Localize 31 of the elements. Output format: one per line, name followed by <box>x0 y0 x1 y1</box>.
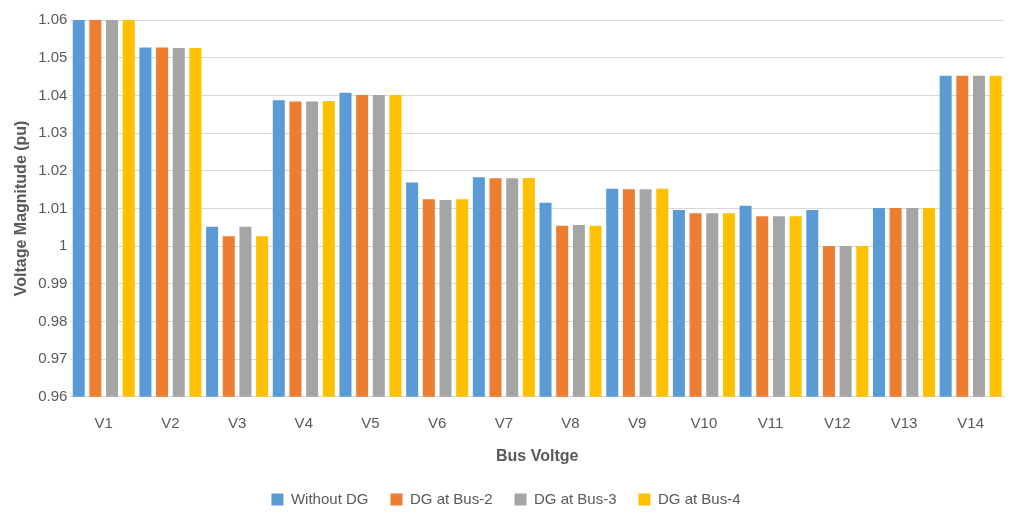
x-tick-label: V4 <box>294 413 313 431</box>
x-tick-label: V1 <box>94 413 113 431</box>
x-tick-label: V10 <box>690 413 718 431</box>
x-tick-label: V9 <box>628 413 647 431</box>
y-tick-label: 0.99 <box>38 273 68 291</box>
x-tick-label: V7 <box>494 413 514 431</box>
x-tick-label: V5 <box>361 413 380 431</box>
x-tick-label: V8 <box>561 413 580 431</box>
y-axis-title: Voltage Magnitude (pu) <box>12 120 30 297</box>
y-tick-label: 0.98 <box>38 311 68 329</box>
x-tick-label: V14 <box>957 413 985 431</box>
y-tick-label: 1.04 <box>38 85 68 103</box>
y-tick-label: 0.96 <box>38 386 68 404</box>
x-tick-label: V13 <box>890 413 918 431</box>
x-tick-label: V3 <box>227 413 247 431</box>
y-tick-label: 1.06 <box>38 10 68 28</box>
legend-label: Without DG <box>290 489 369 507</box>
legend-label: DG at Bus-4 <box>658 489 741 507</box>
x-axis-title: Bus Voltge <box>496 446 579 464</box>
y-tick-label: 0.97 <box>38 349 68 367</box>
y-tick-label: 1.03 <box>38 123 68 141</box>
legend-label: DG at Bus-3 <box>534 489 617 507</box>
legend-label: DG at Bus-2 <box>409 489 493 507</box>
x-tick-label: V12 <box>823 413 851 431</box>
y-tick-label: 1.02 <box>38 160 68 178</box>
y-tick-label: 1.05 <box>38 47 68 65</box>
x-tick-label: V11 <box>757 413 784 431</box>
y-tick-label: 1 <box>59 236 68 254</box>
x-tick-label: V2 <box>161 413 180 431</box>
x-tick-label: V6 <box>427 413 447 431</box>
y-tick-label: 1.01 <box>38 198 68 216</box>
